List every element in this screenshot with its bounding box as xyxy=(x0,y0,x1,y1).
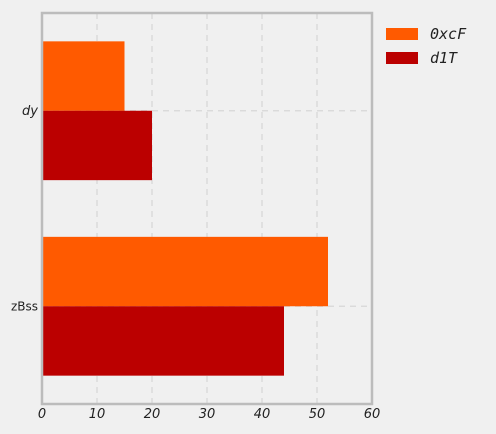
y-axis-categories: dy zBss xyxy=(11,104,38,314)
legend-swatch-0xcF xyxy=(386,28,418,40)
y-category-label-zBss: zBss xyxy=(11,299,38,313)
bar-zBss-0xcF xyxy=(42,236,328,307)
bar-dy-d1T xyxy=(42,110,152,181)
x-tick-label-20: 20 xyxy=(144,407,161,422)
legend-label-d1T: d1T xyxy=(430,49,458,67)
legend-label-0xcF: 0xcF xyxy=(430,25,467,43)
x-axis-ticks: 0 10 20 30 40 50 60 xyxy=(38,407,380,422)
bar-zBss-d1T xyxy=(42,306,284,376)
plot-frame xyxy=(40,11,374,406)
x-tick-label-0: 0 xyxy=(38,407,46,422)
legend: 0xcF d1T xyxy=(386,25,467,67)
bar-dy-0xcF xyxy=(42,41,125,111)
x-tick-label-50: 50 xyxy=(309,407,326,422)
y-category-label-dy: dy xyxy=(22,104,38,119)
bars xyxy=(42,41,328,376)
legend-swatch-d1T xyxy=(386,52,418,64)
x-tick-label-30: 30 xyxy=(199,407,216,422)
x-tick-label-40: 40 xyxy=(254,407,271,422)
x-tick-label-10: 10 xyxy=(89,407,106,422)
x-tick-label-60: 60 xyxy=(364,407,381,422)
